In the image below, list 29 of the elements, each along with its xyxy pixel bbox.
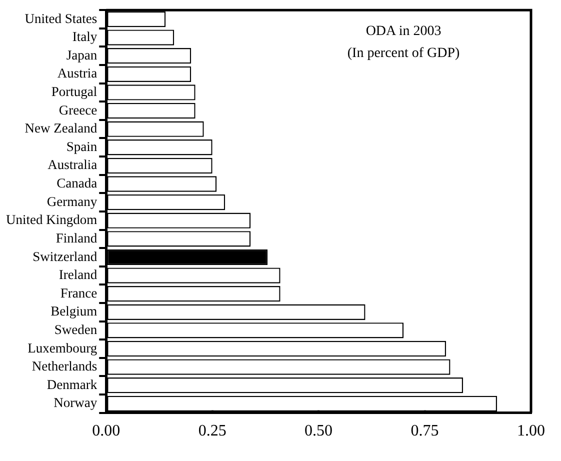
- y-tick-label: Germany: [46, 194, 98, 209]
- y-tick-label: Japan: [66, 47, 98, 62]
- y-tick-label: France: [60, 285, 98, 300]
- y-tick-label: Belgium: [50, 304, 98, 319]
- y-tick-label: Ireland: [58, 267, 98, 282]
- y-tick-label: Italy: [72, 29, 98, 44]
- y-tick-label: Switzerland: [32, 248, 98, 264]
- x-tick-label: 0.00: [92, 422, 120, 440]
- x-tick-label: 1.00: [517, 422, 545, 440]
- y-tick-label: Portugal: [51, 84, 98, 100]
- y-tick-label: Australia: [48, 157, 98, 172]
- annotation: ODA in 2003: [366, 24, 442, 39]
- y-tick-label: Greece: [58, 102, 98, 118]
- y-tick-label: Denmark: [46, 376, 98, 392]
- y-tick-label: Canada: [56, 176, 98, 191]
- x-tick-label: 0.25: [198, 422, 226, 440]
- y-tick-label: Finland: [56, 230, 98, 246]
- x-tick-label: 0.50: [304, 422, 333, 440]
- y-tick-label: New Zealand: [24, 120, 98, 136]
- y-tick-label: Netherlands: [32, 358, 98, 374]
- y-tick-label: Luxembourg: [28, 340, 98, 356]
- y-tick-label: United Kingdom: [6, 212, 98, 228]
- annotation: (In percent of GDP): [347, 46, 460, 61]
- y-tick-label: Sweden: [54, 322, 98, 337]
- y-tick-label: Austria: [57, 66, 98, 81]
- y-tick-label: Spain: [66, 138, 98, 154]
- y-tick-label: Norway: [54, 395, 98, 410]
- y-tick-label: United States: [24, 10, 98, 26]
- x-tick-label: 0.75: [410, 422, 439, 440]
